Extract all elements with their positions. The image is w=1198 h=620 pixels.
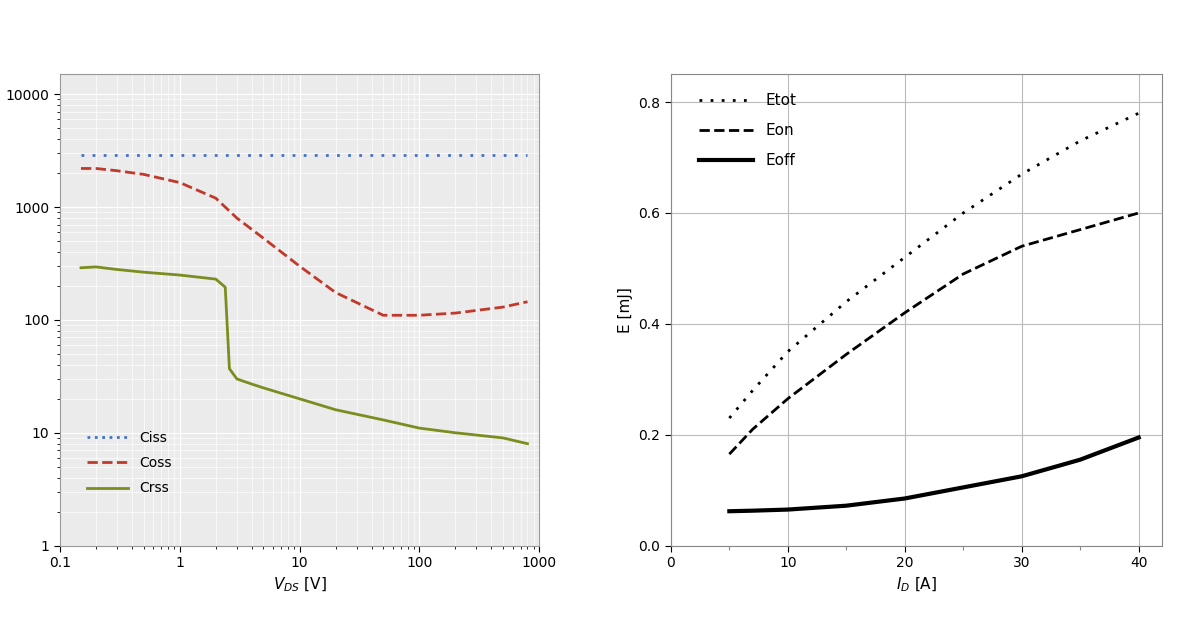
Y-axis label: E [mJ]: E [mJ]: [618, 287, 633, 333]
X-axis label: $I_{D}$ [A]: $I_{D}$ [A]: [896, 575, 937, 594]
Legend: Etot, Eon, Eoff: Etot, Eon, Eoff: [694, 87, 803, 174]
Legend: Ciss, Coss, Crss: Ciss, Coss, Crss: [81, 425, 177, 501]
X-axis label: $V_{DS}$ [V]: $V_{DS}$ [V]: [273, 575, 326, 594]
